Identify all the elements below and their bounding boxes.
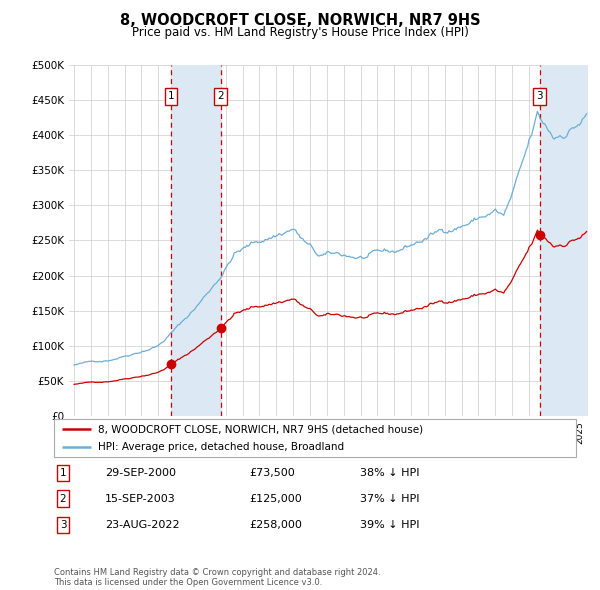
Text: 3: 3 <box>536 91 543 101</box>
Text: £73,500: £73,500 <box>249 468 295 478</box>
Text: 23-AUG-2022: 23-AUG-2022 <box>105 520 179 530</box>
Text: £258,000: £258,000 <box>249 520 302 530</box>
Text: £125,000: £125,000 <box>249 494 302 503</box>
Text: 15-SEP-2003: 15-SEP-2003 <box>105 494 176 503</box>
Text: 38% ↓ HPI: 38% ↓ HPI <box>360 468 419 478</box>
Text: Price paid vs. HM Land Registry's House Price Index (HPI): Price paid vs. HM Land Registry's House … <box>131 26 469 39</box>
Text: Contains HM Land Registry data © Crown copyright and database right 2024.
This d: Contains HM Land Registry data © Crown c… <box>54 568 380 587</box>
Text: 39% ↓ HPI: 39% ↓ HPI <box>360 520 419 530</box>
Text: 1: 1 <box>59 468 67 478</box>
Text: 8, WOODCROFT CLOSE, NORWICH, NR7 9HS (detached house): 8, WOODCROFT CLOSE, NORWICH, NR7 9HS (de… <box>98 424 424 434</box>
Text: 2: 2 <box>218 91 224 101</box>
Text: 1: 1 <box>167 91 174 101</box>
Text: 37% ↓ HPI: 37% ↓ HPI <box>360 494 419 503</box>
Text: 2: 2 <box>59 494 67 503</box>
Bar <box>540 65 588 416</box>
Bar <box>171 65 221 416</box>
Text: 8, WOODCROFT CLOSE, NORWICH, NR7 9HS: 8, WOODCROFT CLOSE, NORWICH, NR7 9HS <box>119 13 481 28</box>
Text: 29-SEP-2000: 29-SEP-2000 <box>105 468 176 478</box>
Text: 3: 3 <box>59 520 67 530</box>
Text: HPI: Average price, detached house, Broadland: HPI: Average price, detached house, Broa… <box>98 442 344 452</box>
FancyBboxPatch shape <box>54 419 576 457</box>
